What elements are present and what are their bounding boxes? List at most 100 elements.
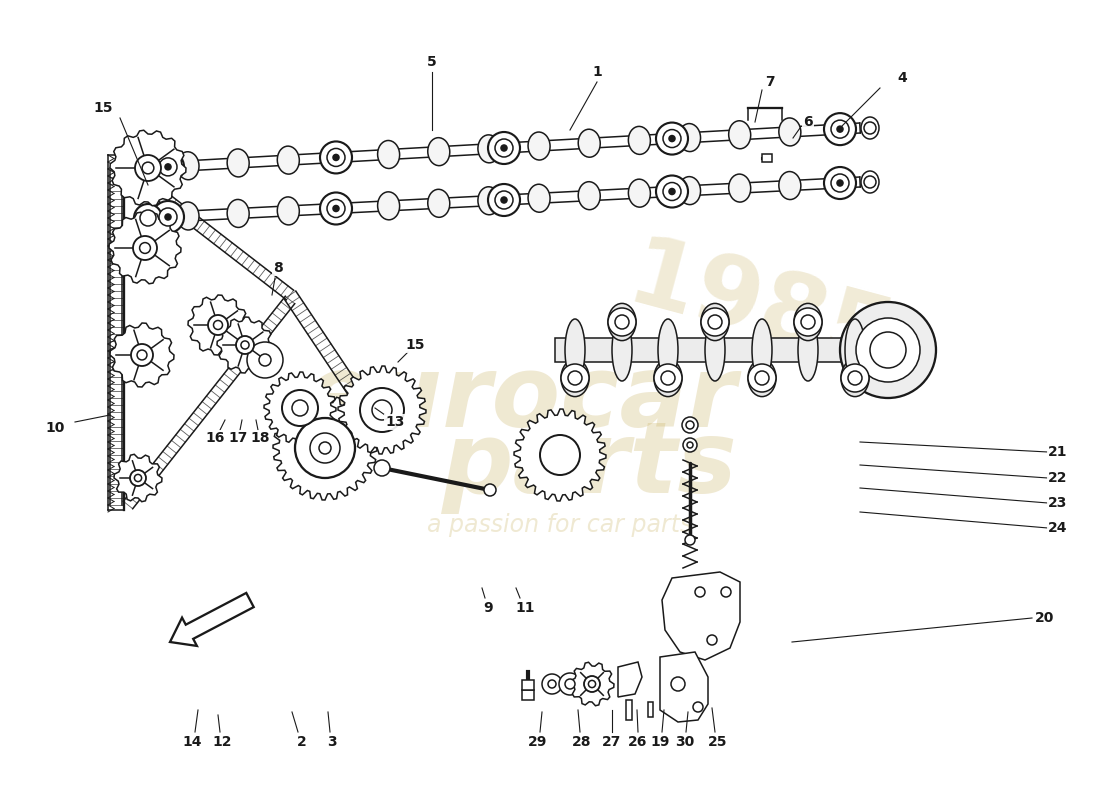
Ellipse shape bbox=[477, 135, 499, 163]
Ellipse shape bbox=[177, 152, 199, 180]
Circle shape bbox=[669, 189, 675, 194]
Text: 21: 21 bbox=[1048, 445, 1068, 459]
Ellipse shape bbox=[829, 169, 851, 197]
Polygon shape bbox=[109, 212, 182, 284]
Ellipse shape bbox=[628, 126, 650, 154]
Text: 3: 3 bbox=[327, 735, 337, 749]
Text: 30: 30 bbox=[675, 735, 694, 749]
Circle shape bbox=[661, 371, 675, 385]
Circle shape bbox=[755, 371, 769, 385]
Circle shape bbox=[140, 210, 156, 226]
Ellipse shape bbox=[842, 359, 869, 397]
Text: a passion for car parts: a passion for car parts bbox=[428, 513, 693, 537]
Circle shape bbox=[559, 673, 581, 695]
Circle shape bbox=[500, 197, 507, 203]
Text: 15: 15 bbox=[94, 101, 112, 115]
Text: 14: 14 bbox=[183, 735, 201, 749]
Circle shape bbox=[683, 438, 697, 452]
Ellipse shape bbox=[845, 319, 865, 381]
Circle shape bbox=[540, 435, 580, 475]
Circle shape bbox=[720, 587, 732, 597]
Text: 18: 18 bbox=[251, 431, 270, 445]
Text: 24: 24 bbox=[1048, 521, 1068, 535]
Circle shape bbox=[333, 206, 339, 211]
Ellipse shape bbox=[798, 319, 818, 381]
Circle shape bbox=[333, 154, 339, 161]
Circle shape bbox=[824, 113, 856, 145]
Ellipse shape bbox=[377, 192, 399, 220]
Circle shape bbox=[165, 164, 170, 170]
Text: 2: 2 bbox=[297, 735, 307, 749]
Polygon shape bbox=[514, 409, 606, 501]
Circle shape bbox=[654, 364, 682, 392]
Polygon shape bbox=[110, 130, 186, 206]
Ellipse shape bbox=[612, 319, 632, 381]
Polygon shape bbox=[114, 454, 162, 502]
Circle shape bbox=[584, 676, 600, 692]
Ellipse shape bbox=[579, 130, 601, 158]
Circle shape bbox=[282, 390, 318, 426]
Text: 27: 27 bbox=[603, 735, 622, 749]
Circle shape bbox=[671, 677, 685, 691]
Text: eurocar: eurocar bbox=[304, 351, 737, 449]
Circle shape bbox=[840, 302, 936, 398]
Circle shape bbox=[320, 193, 352, 225]
Circle shape bbox=[134, 474, 142, 482]
Bar bbox=[522, 690, 534, 700]
Circle shape bbox=[135, 155, 161, 181]
Ellipse shape bbox=[861, 117, 879, 139]
Circle shape bbox=[319, 442, 331, 454]
Text: 20: 20 bbox=[1035, 611, 1055, 625]
Circle shape bbox=[310, 433, 340, 463]
Circle shape bbox=[842, 364, 869, 392]
Circle shape bbox=[870, 332, 906, 368]
Ellipse shape bbox=[528, 132, 550, 160]
Circle shape bbox=[830, 174, 849, 192]
Ellipse shape bbox=[328, 143, 350, 171]
Circle shape bbox=[152, 151, 184, 183]
Text: 25: 25 bbox=[708, 735, 728, 749]
Circle shape bbox=[548, 680, 556, 688]
Circle shape bbox=[824, 167, 856, 199]
Circle shape bbox=[588, 680, 595, 687]
Ellipse shape bbox=[701, 303, 729, 341]
Polygon shape bbox=[264, 372, 336, 444]
Circle shape bbox=[801, 315, 815, 329]
Circle shape bbox=[495, 191, 513, 209]
Text: 9: 9 bbox=[483, 601, 493, 615]
Circle shape bbox=[327, 149, 345, 166]
Ellipse shape bbox=[579, 182, 601, 210]
Circle shape bbox=[608, 308, 636, 336]
Circle shape bbox=[134, 204, 162, 232]
Circle shape bbox=[213, 321, 222, 330]
Text: 23: 23 bbox=[1048, 496, 1068, 510]
Circle shape bbox=[794, 308, 822, 336]
Text: 16: 16 bbox=[206, 431, 224, 445]
Bar bbox=[522, 680, 534, 690]
Polygon shape bbox=[570, 662, 614, 706]
Circle shape bbox=[142, 162, 154, 174]
Circle shape bbox=[133, 236, 157, 260]
Text: 7: 7 bbox=[766, 75, 774, 89]
Ellipse shape bbox=[705, 319, 725, 381]
Circle shape bbox=[615, 315, 629, 329]
Text: 11: 11 bbox=[515, 601, 535, 615]
Ellipse shape bbox=[861, 171, 879, 193]
Ellipse shape bbox=[428, 138, 450, 166]
Polygon shape bbox=[273, 396, 377, 500]
Circle shape bbox=[320, 142, 352, 174]
Circle shape bbox=[484, 484, 496, 496]
Circle shape bbox=[131, 344, 153, 366]
Ellipse shape bbox=[658, 319, 678, 381]
Ellipse shape bbox=[277, 146, 299, 174]
Circle shape bbox=[864, 122, 876, 134]
Circle shape bbox=[138, 350, 147, 360]
Ellipse shape bbox=[528, 184, 550, 212]
Circle shape bbox=[688, 442, 693, 448]
Text: 15: 15 bbox=[405, 338, 425, 352]
Text: 12: 12 bbox=[212, 735, 232, 749]
Ellipse shape bbox=[679, 177, 701, 205]
Circle shape bbox=[130, 470, 146, 486]
Ellipse shape bbox=[728, 121, 750, 149]
Circle shape bbox=[372, 400, 392, 420]
